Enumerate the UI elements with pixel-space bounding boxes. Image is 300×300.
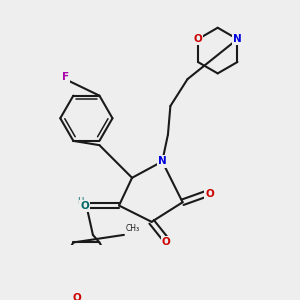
Text: O: O [72,293,81,300]
Text: O: O [194,34,202,44]
Text: O: O [162,237,171,247]
Text: O: O [80,201,89,211]
Text: H: H [77,197,83,206]
Text: CH₃: CH₃ [125,224,140,233]
Text: O: O [205,189,214,199]
Text: N: N [158,157,167,166]
Text: N: N [233,34,242,44]
Text: F: F [61,73,69,82]
